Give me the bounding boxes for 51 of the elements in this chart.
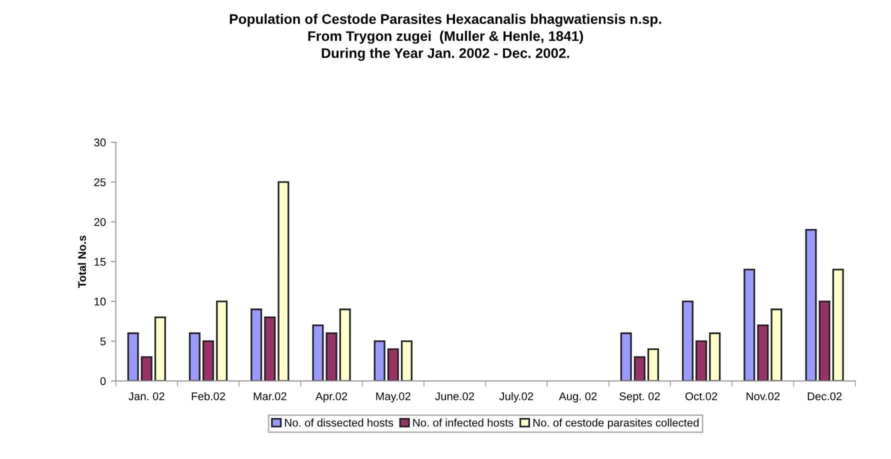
y-tick-label: 30 (94, 138, 106, 146)
legend-label: No. of dissected hosts (285, 418, 394, 427)
y-tick-label: 25 (94, 178, 106, 186)
bar (202, 340, 214, 381)
bar (770, 308, 782, 381)
bar (387, 348, 399, 381)
x-tick-label: Apr.02 (315, 392, 348, 402)
legend-label: No. of cestode parasites collected (533, 418, 699, 429)
legend-label: No. of infected hosts (413, 418, 514, 427)
bar (709, 332, 721, 381)
x-tick-label: June.02 (435, 392, 474, 400)
bar (140, 356, 152, 381)
bar (216, 300, 228, 381)
bar (339, 308, 351, 381)
bar (400, 340, 412, 381)
bar (744, 268, 756, 381)
x-tick-label: Sept. 02 (619, 392, 660, 402)
bar (634, 356, 646, 381)
x-tick-label: May.02 (376, 392, 410, 402)
bar (154, 316, 166, 381)
x-tick-label: Dec.02 (808, 392, 842, 400)
x-tick-label: July.02 (499, 392, 534, 402)
bar (127, 332, 139, 381)
bar (250, 308, 262, 381)
bar (312, 324, 324, 381)
y-tick-label: 10 (94, 298, 106, 306)
bar (818, 300, 830, 381)
bar (696, 340, 708, 381)
bar (757, 324, 769, 381)
x-tick-label: Aug. 02 (558, 392, 597, 402)
bar (326, 332, 338, 381)
x-tick-label: Mar.02 (254, 392, 286, 400)
chart-title: Population of Cestode Parasites Hexacanalis bhagwatiensis n.sp. From Trygon zugei (Muller & Henle, 1841) During the Year Jan. 2002 - Dec. 2002. (230, 14, 662, 61)
bar (620, 332, 632, 381)
bar (832, 268, 844, 381)
x-tick-label: Oct.02 (685, 392, 718, 400)
y-tick-label: 15 (94, 258, 106, 266)
bar (278, 181, 290, 381)
bar (647, 348, 659, 381)
y-tick-label: 0 (100, 377, 106, 386)
y-axis-title: Total No.s (78, 236, 86, 288)
bar (805, 228, 817, 381)
bar (188, 332, 200, 381)
y-tick-label: 20 (94, 218, 106, 226)
x-tick-label: Jan. 02 (128, 392, 164, 400)
bar (374, 340, 386, 381)
x-tick-label: Nov.02 (746, 392, 780, 400)
bar (682, 300, 694, 381)
x-tick-label: Feb.02 (192, 392, 226, 400)
y-tick-label: 5 (100, 338, 106, 346)
bar (264, 316, 276, 381)
